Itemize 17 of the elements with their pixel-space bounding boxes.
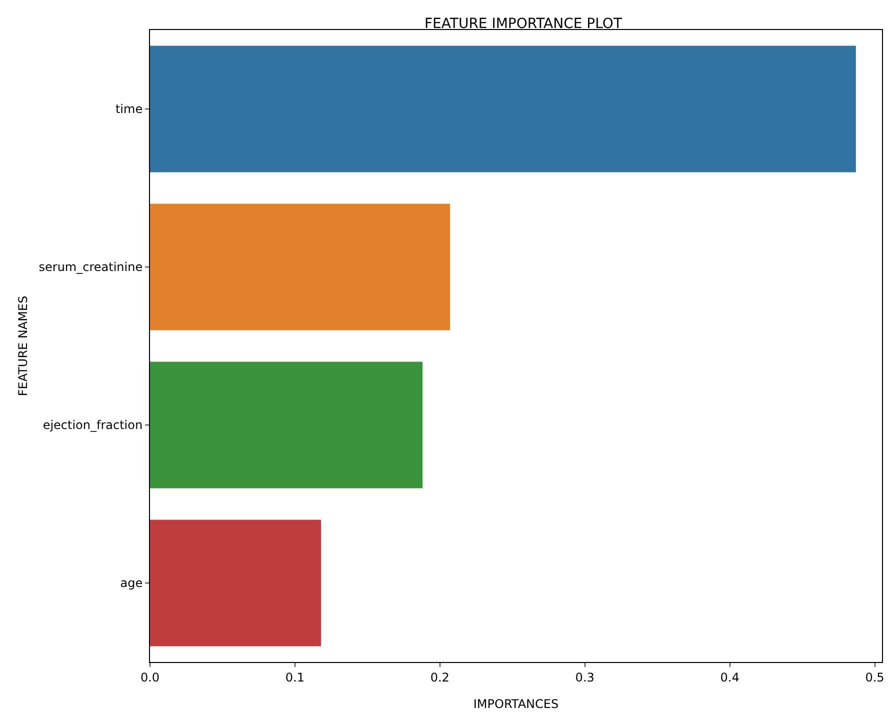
x-tick-label: 0.5 xyxy=(865,670,884,684)
x-tick-label: 0.3 xyxy=(575,670,594,684)
x-tick-label: 0.2 xyxy=(430,670,450,684)
y-tick-label: ejection_fraction xyxy=(42,418,143,432)
chart-title: FEATURE IMPORTANCE PLOT xyxy=(424,16,622,32)
x-tick-label: 0.1 xyxy=(285,670,304,684)
y-axis-title: FEATURE NAMES xyxy=(16,296,30,396)
y-tick-label: serum_creatinine xyxy=(38,260,143,274)
bar xyxy=(150,204,450,330)
y-tick-label: age xyxy=(120,576,143,590)
x-tick-label: 0.4 xyxy=(720,670,740,684)
bar xyxy=(150,520,322,646)
bar xyxy=(150,46,856,172)
bar xyxy=(150,362,423,488)
x-tick-label: 0.0 xyxy=(140,670,160,684)
y-tick-label: time xyxy=(115,102,143,116)
x-axis-title: IMPORTANCES xyxy=(473,697,559,711)
